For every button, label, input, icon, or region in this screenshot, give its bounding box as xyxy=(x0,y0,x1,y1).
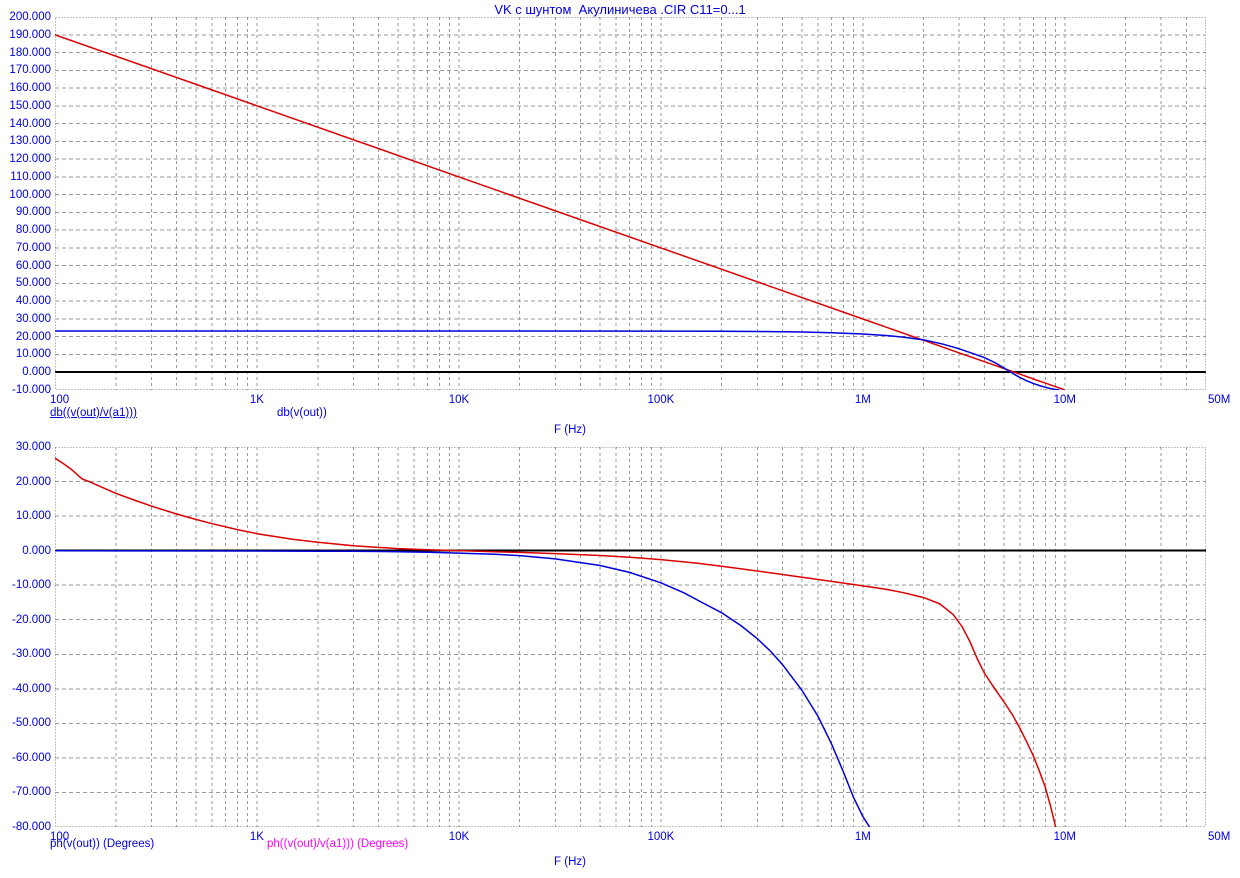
x-axis-title-magnitude: F (Hz) xyxy=(554,424,586,436)
y-tick-label: -50.000 xyxy=(11,717,51,730)
y-tick-label: 170.000 xyxy=(9,64,51,77)
y-tick-label: -30.000 xyxy=(11,648,51,661)
curve-label-db-vout-va1[interactable]: db((v(out)/v(a1))) xyxy=(50,407,137,419)
y-tick-label: 130.000 xyxy=(9,135,51,148)
curve-label-ph-vout-va1[interactable]: ph((v(out)/v(a1))) (Degrees) xyxy=(267,838,409,850)
y-tick-label: -40.000 xyxy=(11,682,51,695)
x-tick-label: 50M xyxy=(1208,394,1231,406)
x-tick-label: 10M xyxy=(1053,831,1077,843)
y-tick-label: 10.000 xyxy=(15,348,51,361)
curve-label-ph-vout[interactable]: ph(v(out)) (Degrees) xyxy=(50,838,155,850)
y-tick-label: 150.000 xyxy=(9,99,51,112)
x-tick-label: 100 xyxy=(50,831,70,843)
plot-border xyxy=(55,17,1206,390)
y-tick-label: 20.000 xyxy=(15,330,51,343)
y-tick-label: 90.000 xyxy=(15,206,51,219)
x-tick-label: 1K xyxy=(249,394,264,406)
y-tick-label: 30.000 xyxy=(15,312,51,325)
y-tick-label: 110.000 xyxy=(10,170,51,183)
y-tick-label: -60.000 xyxy=(11,751,51,764)
y-tick-label: 50.000 xyxy=(15,277,51,290)
y-tick-label: 0.000 xyxy=(22,544,51,557)
x-tick-label: 100K xyxy=(647,831,675,843)
y-tick-label: 10.000 xyxy=(15,510,51,523)
y-tick-label: 100.000 xyxy=(9,188,51,201)
y-tick-label: -70.000 xyxy=(11,786,51,799)
plot-title: VK с шунтом Акулиничева .CIR C11=0...1 xyxy=(494,2,746,17)
y-tick-label: 120.000 xyxy=(9,153,51,166)
curve-0 xyxy=(55,34,1066,390)
y-tick-label: 160.000 xyxy=(9,82,51,95)
x-axis-title-phase: F (Hz) xyxy=(554,856,586,868)
y-tick-label: 140.000 xyxy=(9,117,51,130)
y-tick-label: 40.000 xyxy=(15,295,51,308)
y-tick-label: 20.000 xyxy=(15,475,51,488)
x-tick-label: 50M xyxy=(1208,831,1231,843)
plot-border xyxy=(55,447,1206,827)
x-tick-label: 100 xyxy=(50,394,70,406)
curve-label-db-vout[interactable]: db(v(out)) xyxy=(277,407,327,419)
x-tick-label: 1K xyxy=(249,831,264,843)
x-tick-label: 10K xyxy=(448,831,470,843)
curve-1 xyxy=(55,457,1057,827)
x-tick-label: 1M xyxy=(854,831,871,843)
y-tick-label: 190.000 xyxy=(9,28,51,41)
magnitude-plot-area[interactable] xyxy=(55,17,1206,390)
y-tick-label: 30.000 xyxy=(15,441,51,453)
y-tick-label: -20.000 xyxy=(11,613,51,626)
x-tick-label: 100K xyxy=(647,394,675,406)
y-tick-label: 60.000 xyxy=(15,259,51,272)
y-tick-label: 180.000 xyxy=(9,46,51,59)
y-tick-label: -10.000 xyxy=(11,384,51,396)
y-tick-label: 200.000 xyxy=(9,11,51,23)
y-tick-label: -80.000 xyxy=(11,821,51,833)
x-tick-label: 10K xyxy=(448,394,470,406)
y-tick-label: 70.000 xyxy=(15,241,51,254)
y-tick-label: 0.000 xyxy=(22,366,51,379)
x-tick-label: 10M xyxy=(1053,394,1077,406)
phase-plot-area[interactable] xyxy=(55,447,1206,827)
x-tick-label: 1M xyxy=(854,394,871,406)
y-tick-label: -10.000 xyxy=(11,579,51,592)
y-tick-label: 80.000 xyxy=(15,224,51,237)
curve-0 xyxy=(55,550,871,827)
curve-1 xyxy=(55,330,1060,390)
